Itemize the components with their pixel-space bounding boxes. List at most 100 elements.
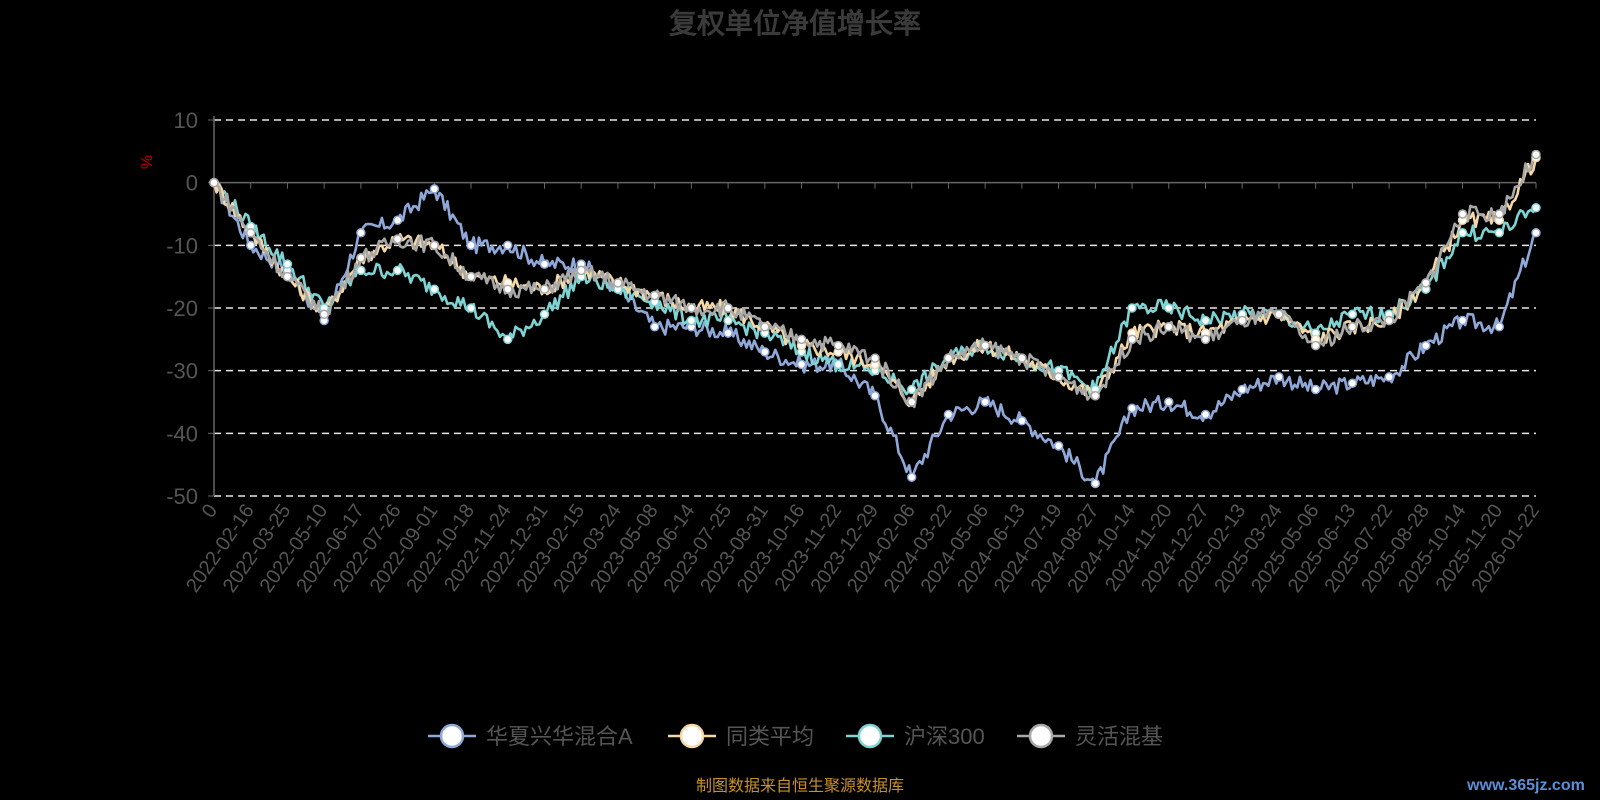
data-point — [1421, 340, 1431, 351]
data-point — [245, 240, 256, 251]
data-point — [760, 347, 770, 357]
data-point — [1531, 228, 1541, 238]
data-point — [1347, 322, 1358, 332]
data-point — [906, 384, 917, 395]
data-point — [1457, 209, 1468, 219]
data-point — [1164, 397, 1174, 407]
data-point — [356, 228, 366, 238]
data-point — [1457, 228, 1468, 238]
data-point — [245, 228, 256, 238]
data-point — [503, 240, 513, 251]
data-point — [723, 315, 733, 326]
data-point — [356, 265, 366, 276]
data-point — [833, 359, 844, 370]
data-point — [429, 284, 440, 294]
data-point — [282, 259, 293, 269]
data-point — [503, 334, 513, 345]
data-point — [833, 340, 844, 351]
y-axis-unit: % — [139, 155, 156, 169]
data-point — [1531, 202, 1541, 213]
data-point — [649, 290, 660, 301]
data-point — [1164, 322, 1174, 332]
data-point — [1274, 372, 1284, 382]
data-point — [1200, 315, 1211, 326]
series-lines — [212, 153, 1538, 485]
data-point — [503, 284, 513, 294]
data-point — [1090, 390, 1101, 401]
data-point — [1494, 322, 1505, 332]
data-point — [356, 253, 366, 263]
data-point — [870, 353, 880, 363]
legend-item-2[interactable]: 沪深300 — [846, 723, 985, 749]
legend[interactable]: 华夏兴华混合A 同类平均 沪深300 灵活混基 — [428, 723, 1163, 749]
x-tick-label: 0 — [198, 500, 222, 522]
data-point — [1090, 478, 1101, 489]
data-point — [1237, 384, 1247, 395]
legend-label: 同类平均 — [726, 724, 814, 749]
data-point — [539, 309, 550, 320]
legend-marker — [1028, 723, 1054, 749]
legend-label: 灵活混基 — [1075, 724, 1163, 749]
data-point — [576, 265, 586, 276]
data-point — [429, 184, 440, 194]
y-tick-label: -30 — [166, 359, 198, 384]
legend-item-0[interactable]: 华夏兴华混合A — [428, 723, 633, 749]
data-point — [1200, 409, 1211, 420]
data-point — [1494, 209, 1505, 219]
data-point — [1017, 353, 1027, 363]
series-markers — [209, 149, 1541, 489]
data-point — [392, 234, 403, 244]
legend-label: 华夏兴华混合A — [486, 724, 633, 749]
data-point — [392, 215, 403, 226]
data-point — [723, 328, 733, 338]
data-point — [613, 278, 623, 288]
legend-item-1[interactable]: 同类平均 — [668, 723, 814, 749]
data-point — [209, 177, 219, 188]
data-point — [796, 334, 807, 345]
data-point — [1347, 378, 1358, 388]
data-point — [1384, 315, 1394, 326]
data-point — [1274, 309, 1284, 320]
legend-label: 沪深300 — [904, 724, 985, 749]
y-tick-label: -20 — [166, 296, 198, 321]
legend-marker — [679, 723, 705, 749]
data-point — [1237, 315, 1247, 326]
data-point — [466, 240, 476, 251]
legend-marker — [857, 723, 883, 749]
data-point — [723, 303, 733, 313]
y-tick-label: -50 — [166, 484, 198, 509]
watermark: www.365jz.com — [1466, 777, 1585, 794]
data-point — [1421, 278, 1431, 288]
y-tick-label: -10 — [166, 233, 198, 258]
data-point — [980, 340, 990, 351]
data-point — [760, 322, 770, 332]
y-tick-label: 10 — [174, 108, 198, 133]
data-point — [796, 359, 807, 370]
data-point — [1384, 372, 1394, 382]
data-point — [1164, 303, 1174, 313]
data-point — [1200, 334, 1211, 345]
data-point — [1127, 303, 1137, 313]
grid-lines — [214, 119, 1536, 497]
data-point — [539, 284, 550, 294]
data-point — [649, 322, 660, 332]
data-point — [943, 409, 954, 420]
data-point — [319, 309, 329, 320]
data-point — [686, 303, 697, 313]
y-tick-label: -40 — [166, 421, 198, 446]
data-point — [1053, 372, 1064, 382]
data-point — [1531, 149, 1541, 160]
data-point — [980, 397, 990, 407]
chart-title: 复权单位净值增长率 — [669, 7, 921, 39]
data-point — [1457, 315, 1468, 326]
data-point — [943, 353, 954, 363]
data-source-note: 制图数据来自恒生聚源数据库 — [696, 777, 904, 795]
data-point — [1127, 403, 1137, 414]
data-point — [1347, 309, 1358, 320]
data-point — [1310, 384, 1321, 395]
legend-marker — [439, 723, 465, 749]
data-point — [539, 259, 550, 269]
data-point — [1494, 228, 1505, 238]
legend-item-3[interactable]: 灵活混基 — [1017, 723, 1163, 749]
